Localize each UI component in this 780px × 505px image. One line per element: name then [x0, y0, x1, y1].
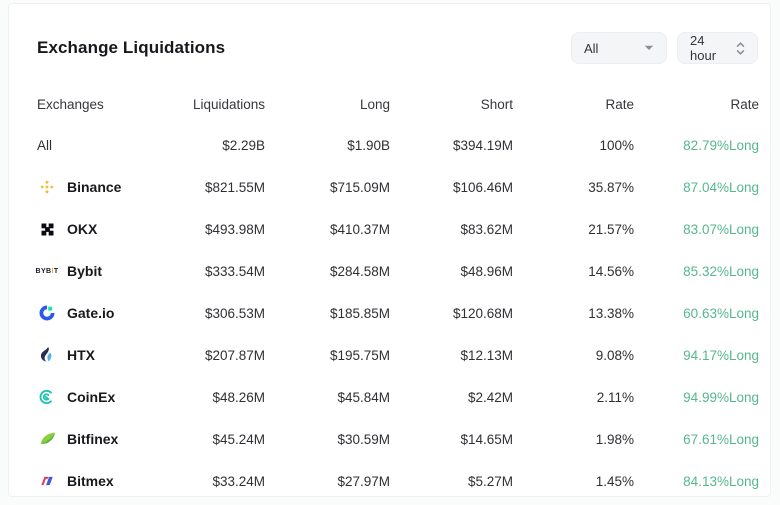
rate-value: 21.57% — [588, 221, 634, 237]
exchange-name: CoinEx — [67, 389, 116, 405]
long-value: $185.85M — [329, 305, 390, 321]
liquidations-value: $306.53M — [204, 305, 265, 321]
rate-value: 100% — [599, 137, 634, 153]
long-rate-value: 83.07%Long — [683, 221, 759, 237]
bitfinex-logo-icon — [37, 429, 57, 449]
short-value: $14.65M — [460, 431, 513, 447]
exchange-row-htx[interactable]: HTX $207.87M $195.75M $12.13M 9.08% 94.1… — [37, 334, 759, 376]
liquidations-value: $821.55M — [204, 179, 265, 195]
exchange-name: OKX — [67, 221, 98, 237]
long-rate-value: 85.32%Long — [683, 263, 759, 279]
long-value: $715.09M — [329, 179, 390, 195]
exchange-name: Bitfinex — [67, 431, 119, 447]
exchange-row-coinex[interactable]: CoinEx $48.26M $45.84M $2.42M 2.11% 94.9… — [37, 376, 759, 418]
exchange-row-all[interactable]: All $2.29B $1.90B $394.19M 100% 82.79%Lo… — [37, 124, 759, 166]
coinex-logo-icon — [37, 387, 57, 407]
exchange-liquidations-card: Exchange Liquidations All 24 hour — [8, 3, 771, 497]
exchange-row-bybit[interactable]: BYBIT Bybit $333.54M $284.58M $48.96M 14… — [35, 250, 759, 292]
rate-value: 13.38% — [588, 305, 634, 321]
exchange-row-gate-io[interactable]: Gate.io $306.53M $185.85M $120.68M 13.38… — [37, 292, 759, 334]
gate-logo-icon — [37, 303, 57, 323]
rate-value: 35.87% — [588, 179, 634, 195]
exchange-row-bitmex[interactable]: Bitmex $33.24M $27.97M $5.27M 1.45% 84.1… — [37, 460, 759, 496]
short-value: $2.42M — [467, 389, 513, 405]
liquidations-value: $2.29B — [222, 137, 265, 153]
binance-logo-icon — [37, 177, 57, 197]
exchange-row-binance[interactable]: Binance $821.55M $715.09M $106.46M 35.87… — [37, 166, 759, 208]
short-value: $106.46M — [452, 179, 513, 195]
liquidations-value: $493.98M — [204, 221, 265, 237]
long-rate-value: 84.13%Long — [683, 473, 759, 489]
long-value: $45.84M — [337, 389, 390, 405]
scope-dropdown[interactable]: All — [571, 32, 667, 64]
col-header-exchanges: Exchanges — [37, 96, 104, 112]
caret-down-icon — [644, 45, 654, 51]
exchange-row-bitfinex[interactable]: Bitfinex $45.24M $30.59M $14.65M 1.98% 6… — [37, 418, 759, 460]
period-dropdown-value: 24 hour — [690, 33, 717, 63]
bybit-logo-icon: BYBIT — [35, 267, 59, 275]
card-header: Exchange Liquidations All 24 hour — [37, 30, 758, 66]
caret-updown-icon — [736, 41, 745, 55]
filter-controls: All 24 hour — [571, 32, 758, 64]
short-value: $12.13M — [460, 347, 513, 363]
col-header-long: Long — [359, 96, 390, 112]
exchange-name: Gate.io — [67, 305, 115, 321]
rate-value: 2.11% — [596, 389, 634, 405]
liquidations-value: $48.26M — [212, 389, 265, 405]
bitmex-logo-icon — [37, 471, 57, 491]
okx-logo-icon — [37, 219, 57, 239]
long-value: $195.75M — [329, 347, 390, 363]
long-value: $27.97M — [337, 473, 390, 489]
period-dropdown[interactable]: 24 hour — [677, 32, 758, 64]
long-rate-value: 60.63%Long — [683, 305, 759, 321]
exchange-name: HTX — [67, 347, 95, 363]
liquidations-value: $33.24M — [212, 473, 265, 489]
col-header-rate: Rate — [605, 96, 634, 112]
liquidations-value: $333.54M — [204, 263, 265, 279]
long-value: $284.58M — [329, 263, 390, 279]
exchange-name: All — [37, 137, 53, 153]
exchange-name: Bybit — [67, 263, 102, 279]
liquidations-value: $45.24M — [212, 431, 265, 447]
liquidations-value: $207.87M — [204, 347, 265, 363]
rate-value: 9.08% — [595, 347, 634, 363]
rate-value: 1.45% — [595, 473, 634, 489]
long-rate-value: 94.99%Long — [683, 389, 759, 405]
exchange-name: Binance — [67, 179, 122, 195]
short-value: $394.19M — [452, 137, 513, 153]
table-body: All $2.29B $1.90B $394.19M 100% 82.79%Lo… — [35, 124, 759, 496]
col-header-long-rate: Rate — [730, 96, 759, 112]
long-value: $410.37M — [329, 221, 390, 237]
long-rate-value: 82.79%Long — [683, 137, 759, 153]
exchange-row-okx[interactable]: OKX $493.98M $410.37M $83.62M 21.57% 83.… — [37, 208, 759, 250]
rate-value: 1.98% — [595, 431, 634, 447]
short-value: $48.96M — [460, 263, 513, 279]
col-header-liquidations: Liquidations — [192, 96, 265, 112]
short-value: $5.27M — [467, 473, 513, 489]
table-header-row: Exchanges Liquidations Long Short Rate R… — [37, 84, 759, 124]
page-title: Exchange Liquidations — [37, 38, 226, 57]
liquidations-table: Exchanges Liquidations Long Short Rate R… — [35, 84, 759, 496]
long-value: $1.90B — [347, 137, 390, 153]
long-rate-value: 87.04%Long — [683, 179, 759, 195]
htx-logo-icon — [37, 345, 57, 365]
long-value: $30.59M — [337, 431, 390, 447]
short-value: $120.68M — [452, 305, 513, 321]
exchange-name: Bitmex — [67, 473, 114, 489]
long-rate-value: 67.61%Long — [683, 431, 759, 447]
short-value: $83.62M — [460, 221, 513, 237]
scope-dropdown-value: All — [584, 40, 599, 56]
rate-value: 14.56% — [588, 263, 634, 279]
col-header-short: Short — [480, 96, 513, 112]
long-rate-value: 94.17%Long — [683, 347, 759, 363]
